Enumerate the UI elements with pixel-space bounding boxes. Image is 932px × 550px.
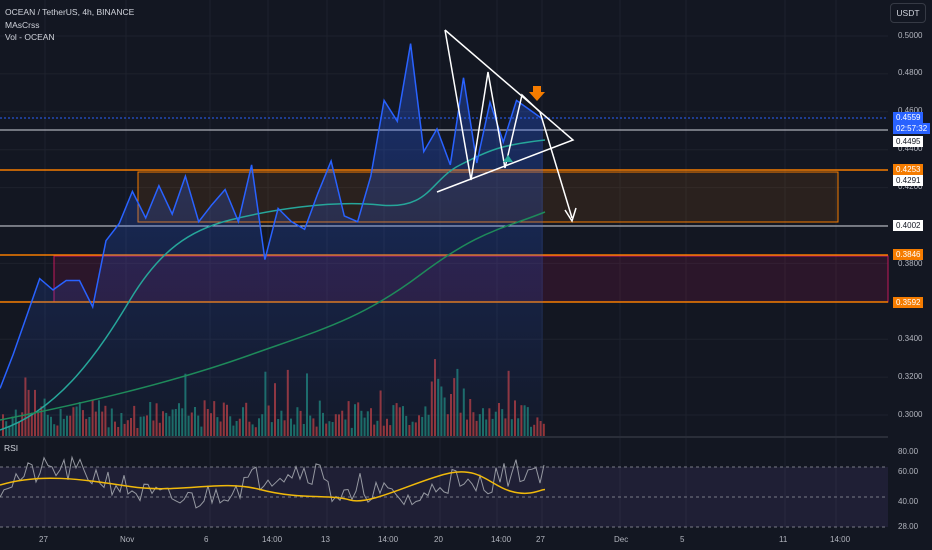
legend-symbol[interactable]: OCEAN / TetherUS, 4h, BINANCE bbox=[5, 7, 135, 17]
price-axis-label: 0.3200 bbox=[898, 372, 923, 381]
time-axis-label: 27 bbox=[536, 535, 545, 544]
level-tag-2: 0.4253 bbox=[893, 164, 924, 175]
rsi-axis-label: 28.00 bbox=[898, 522, 919, 531]
time-axis-label: Nov bbox=[120, 535, 135, 544]
down-arrow-shaft bbox=[539, 111, 573, 219]
rsi-ma-line bbox=[0, 471, 546, 502]
time-axis-label: 5 bbox=[680, 535, 685, 544]
time-axis-label: 14:00 bbox=[262, 535, 283, 544]
time-axis-label: 14:00 bbox=[830, 535, 851, 544]
triangle-drawing bbox=[436, 29, 575, 193]
time-axis-label: Dec bbox=[614, 535, 629, 544]
rsi-line bbox=[0, 455, 545, 509]
current-price-tag: 0.4559 bbox=[893, 112, 924, 123]
volume-bar bbox=[542, 423, 545, 436]
price-axis-label: 0.3800 bbox=[898, 259, 923, 268]
level-tag-6: 0.3592 bbox=[893, 297, 924, 308]
currency-button[interactable]: USDT bbox=[890, 3, 926, 23]
time-axis-label: 13 bbox=[321, 535, 330, 544]
legend: OCEAN / TetherUS, 4h, BINANCE MAsCrss Vo… bbox=[5, 6, 134, 44]
price-axis-label: 0.3000 bbox=[898, 410, 923, 419]
time-axis-label: 14:00 bbox=[378, 535, 399, 544]
time-axis-label: 14:00 bbox=[491, 535, 512, 544]
level-tag-3: 0.4291 bbox=[893, 175, 924, 186]
countdown-tag: 02:57:32 bbox=[893, 123, 931, 134]
level-tag-5: 0.3846 bbox=[893, 249, 924, 260]
ma-slow-line bbox=[0, 211, 546, 421]
ma-fast-line bbox=[0, 139, 546, 431]
price-area bbox=[0, 43, 543, 437]
price-axis-label: 0.4600 bbox=[898, 106, 923, 115]
legend-indicator-volume[interactable]: Vol - OCEAN bbox=[5, 32, 55, 42]
legend-indicator-ma[interactable]: MAsCrss bbox=[5, 19, 40, 30]
sell-arrow-marker bbox=[529, 86, 545, 101]
price-line bbox=[0, 43, 544, 389]
price-axis-label: 0.3400 bbox=[898, 334, 923, 343]
zigzag-drawing bbox=[444, 29, 541, 181]
level-tag-1: 0.4495 bbox=[893, 136, 924, 147]
level-tag-4: 0.4002 bbox=[893, 220, 924, 231]
buy-marker bbox=[503, 155, 513, 162]
time-axis-label: 6 bbox=[204, 535, 209, 544]
rsi-axis-label: 60.00 bbox=[898, 467, 919, 476]
price-axis-label: 0.5000 bbox=[898, 31, 923, 40]
rsi-axis-label: 40.00 bbox=[898, 497, 919, 506]
price-axis-label: 0.4200 bbox=[898, 182, 923, 191]
rsi-axis-label: 80.00 bbox=[898, 447, 919, 456]
price-axis-label: 0.4800 bbox=[898, 68, 923, 77]
rsi-legend[interactable]: RSI bbox=[4, 443, 19, 453]
time-axis-label: 11 bbox=[779, 535, 788, 544]
down-arrow-head bbox=[564, 207, 577, 223]
time-axis-label: 20 bbox=[434, 535, 443, 544]
time-axis-label: 27 bbox=[39, 535, 48, 544]
price-axis-label: 0.4400 bbox=[898, 144, 923, 153]
